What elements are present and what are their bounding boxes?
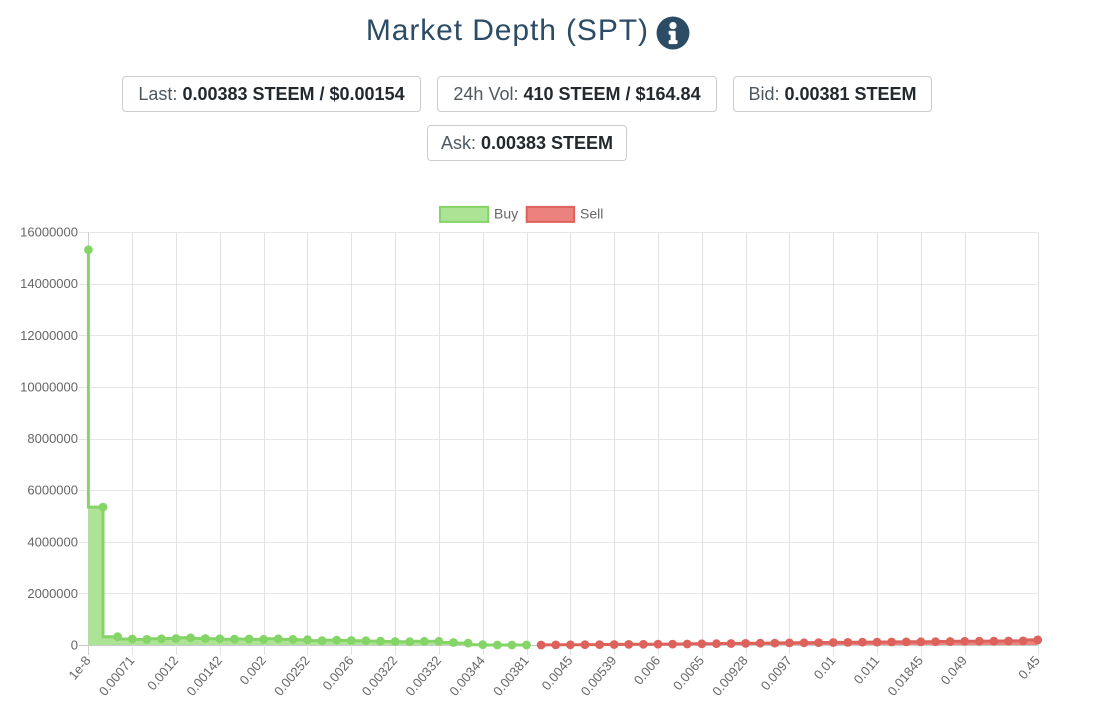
svg-text:0.00332: 0.00332 [402,653,444,699]
svg-text:0.00252: 0.00252 [271,653,313,699]
svg-text:Buy: Buy [494,205,518,221]
svg-text:10000000: 10000000 [20,379,78,394]
svg-text:0.00344: 0.00344 [446,653,488,699]
svg-text:0.011: 0.011 [851,653,883,687]
svg-text:12000000: 12000000 [20,328,78,343]
svg-text:Sell: Sell [580,205,603,221]
svg-text:0.01845: 0.01845 [884,653,926,699]
svg-text:2000000: 2000000 [27,586,78,601]
svg-text:0.0097: 0.0097 [758,653,795,693]
svg-text:0.00142: 0.00142 [183,653,225,699]
svg-text:0.0012: 0.0012 [144,653,181,693]
svg-text:0.00322: 0.00322 [359,653,401,699]
svg-text:14000000: 14000000 [20,276,78,291]
svg-text:0: 0 [71,638,78,653]
svg-text:0.002: 0.002 [237,653,269,688]
svg-text:0.00381: 0.00381 [490,653,532,699]
svg-text:0.0065: 0.0065 [670,653,707,693]
svg-text:1e-8: 1e-8 [65,653,93,683]
svg-text:16000000: 16000000 [20,225,78,240]
svg-text:0.049: 0.049 [938,653,970,688]
svg-text:0.01: 0.01 [811,653,839,682]
svg-text:8000000: 8000000 [27,431,78,446]
svg-text:0.45: 0.45 [1015,653,1043,682]
svg-text:4000000: 4000000 [27,534,78,549]
svg-text:0.00539: 0.00539 [578,653,620,699]
svg-text:0.0026: 0.0026 [319,653,356,693]
svg-text:6000000: 6000000 [27,483,78,498]
svg-text:0.006: 0.006 [631,653,663,688]
svg-text:0.00928: 0.00928 [709,653,751,699]
svg-text:0.00071: 0.00071 [96,653,138,699]
svg-text:0.0045: 0.0045 [539,653,576,693]
